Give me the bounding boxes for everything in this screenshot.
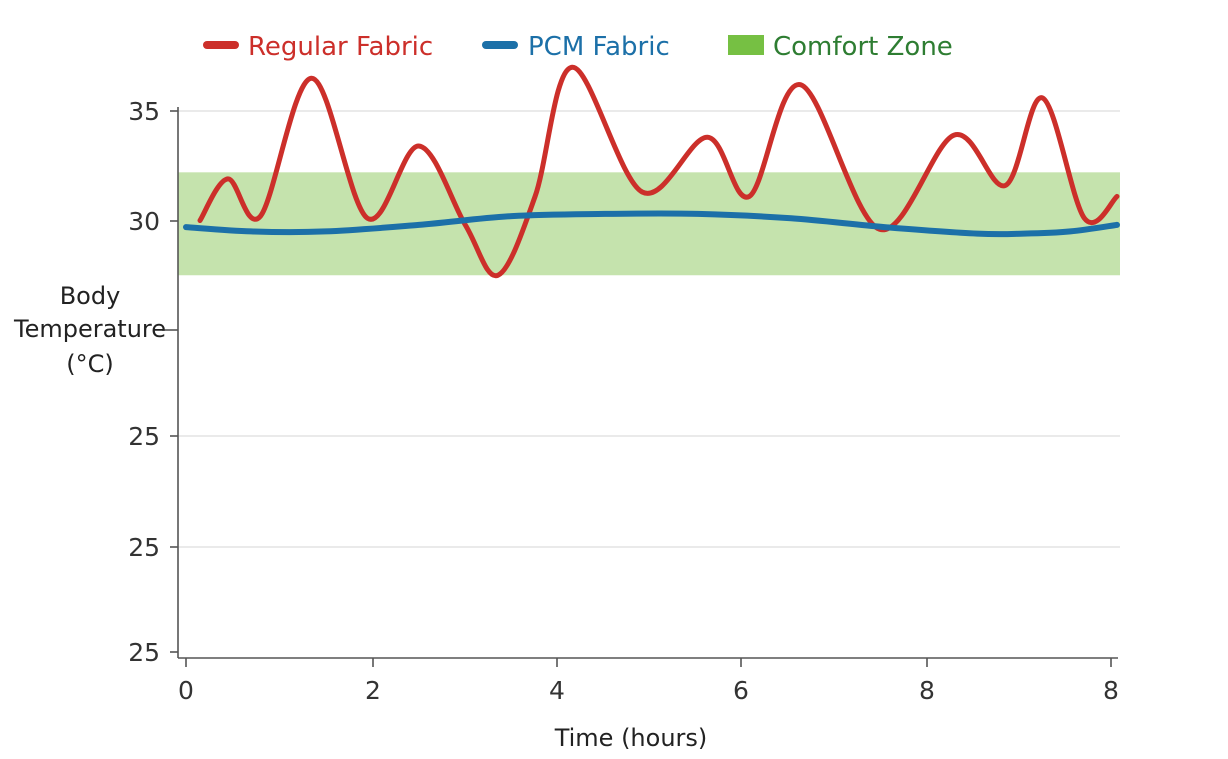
y-tick-label-1: 30 <box>128 207 160 236</box>
x-tick-labels: 0 2 4 6 8 8 <box>178 676 1119 705</box>
series-line-pcm-fabric <box>183 210 1120 238</box>
legend-label-comfort-zone: Comfort Zone <box>773 32 953 62</box>
y-tick-label-0: 35 <box>128 97 160 126</box>
x-tick-label-1: 2 <box>365 676 381 705</box>
legend-label-pcm-fabric: PCM Fabric <box>528 32 670 62</box>
x-tick-label-0: 0 <box>178 676 194 705</box>
x-tick-label-5: 8 <box>1103 676 1119 705</box>
axes <box>162 107 1118 667</box>
x-tick-label-3: 6 <box>733 676 749 705</box>
x-axis-title: Time (hours) <box>554 724 708 752</box>
legend-swatch-pcm-fabric <box>482 41 518 49</box>
legend-label-regular-fabric: Regular Fabric <box>248 32 433 62</box>
y-tick-label-2: 25 <box>128 422 160 451</box>
y-tick-label-4: 25 <box>128 638 160 667</box>
y-tick-label-3: 25 <box>128 533 160 562</box>
x-tick-label-2: 4 <box>549 676 565 705</box>
legend: Regular Fabric PCM Fabric Comfort Zone <box>203 32 953 62</box>
x-tick-label-4: 8 <box>919 676 935 705</box>
series-line-regular-fabric <box>197 64 1120 279</box>
y-axis-title-line-2: Temperature <box>13 315 166 343</box>
legend-swatch-comfort-zone <box>728 35 764 55</box>
y-axis-title-line-1: Body <box>60 282 121 310</box>
y-tick-labels: 35 30 25 25 25 <box>128 97 160 667</box>
comfort-zone-band <box>178 172 1120 276</box>
legend-swatch-regular-fabric <box>203 41 239 49</box>
y-axis-title-line-3: (°C) <box>66 350 113 378</box>
